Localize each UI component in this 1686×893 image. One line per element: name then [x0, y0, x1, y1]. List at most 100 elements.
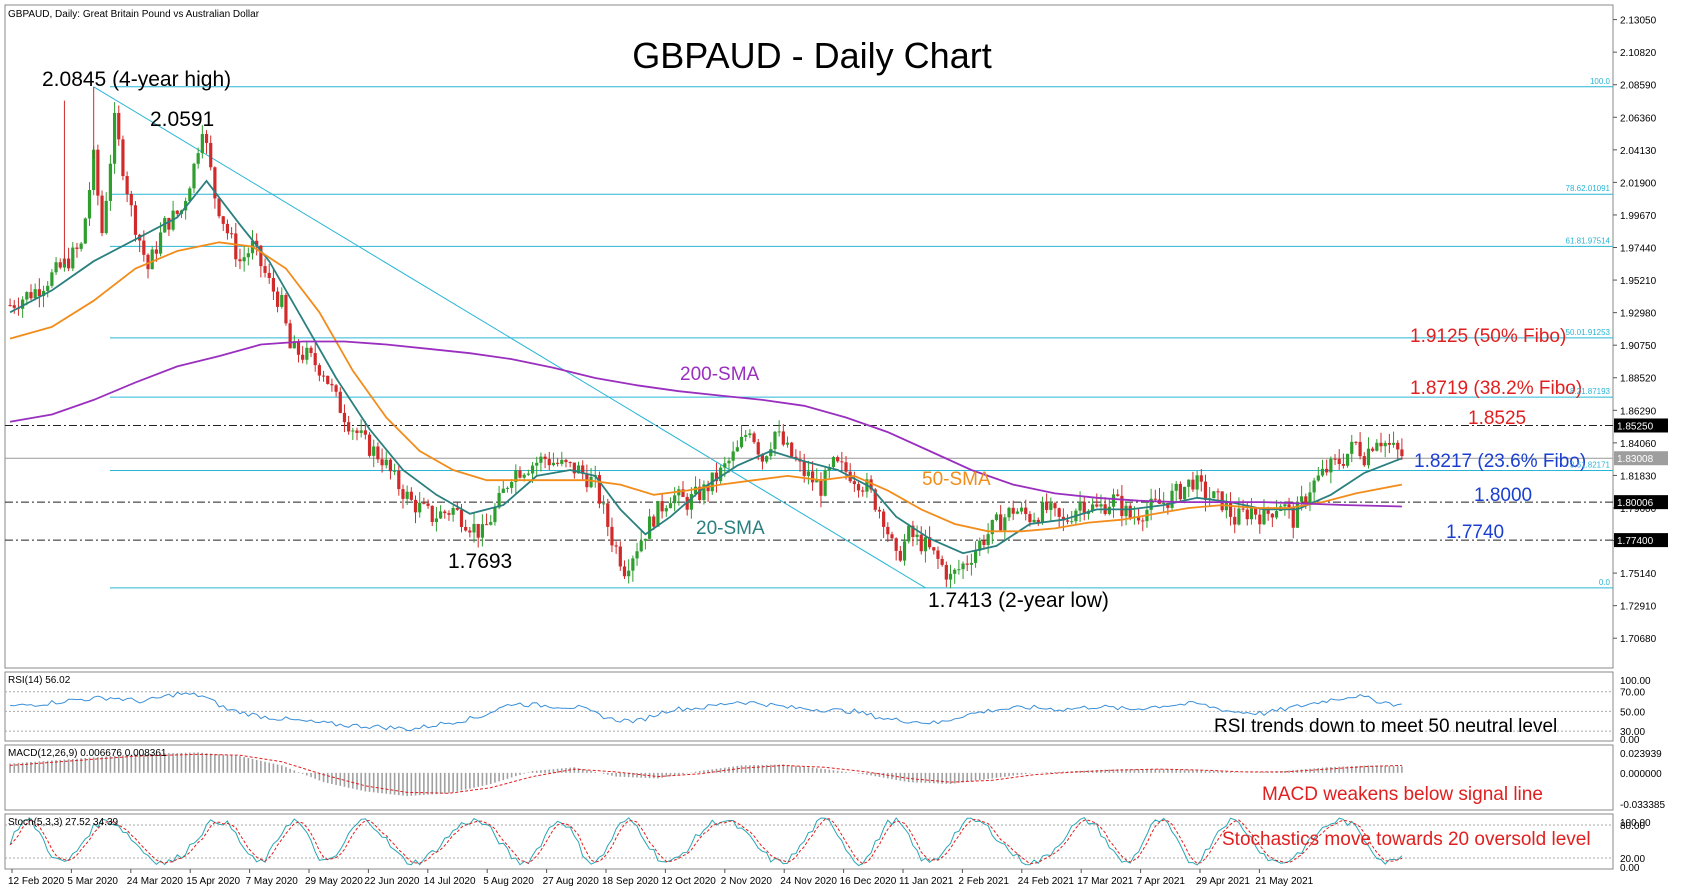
candle-body	[1149, 498, 1153, 510]
candle-body	[685, 496, 689, 510]
candle-body	[87, 190, 92, 219]
price-scale-label: 1.99670	[1620, 211, 1657, 222]
candle-body	[898, 550, 902, 561]
candle-body	[702, 484, 706, 501]
macd-scale-label: 0.023939	[1620, 749, 1662, 760]
candle-body	[735, 447, 739, 452]
candle-body	[840, 461, 844, 463]
rsi-header: RSI(14) 56.02	[8, 675, 71, 686]
rsi-scale-label: 70.00	[1620, 688, 1645, 699]
candle-body	[234, 233, 238, 260]
fib-level-label: 0.0	[1599, 578, 1611, 587]
price-scale-label: 1.84060	[1620, 439, 1657, 450]
candle-body	[1036, 519, 1040, 523]
sma-line-50-sma	[9, 241, 1403, 533]
candle-body	[802, 461, 806, 476]
fib-trendline	[93, 86, 926, 589]
level-price-tag-text: 1.85250	[1617, 421, 1654, 432]
candle-body	[969, 562, 974, 565]
candle-body	[33, 289, 37, 299]
candle-body	[388, 459, 393, 472]
fib-level-label: 61.81.97514	[1566, 236, 1611, 245]
candle-body	[1024, 507, 1028, 515]
x-tick-label: 5 Aug 2020	[483, 876, 534, 887]
price-scale-label: 2.01900	[1620, 178, 1657, 189]
candle-body	[635, 551, 639, 559]
candle-body	[342, 412, 347, 423]
price-scale-label: 1.75140	[1620, 569, 1657, 580]
candle-body	[999, 514, 1003, 531]
rsi-annotation: RSI trends down to meet 50 neutral level	[1214, 716, 1557, 737]
candle-body	[856, 484, 861, 491]
candle-body	[125, 176, 129, 195]
candle-body	[1170, 490, 1174, 508]
annotation-2-year-low: 1.7413 (2-year low)	[928, 589, 1109, 612]
candle-body	[731, 451, 735, 461]
candle-body	[973, 550, 978, 563]
candle-body	[158, 232, 163, 254]
candle-body	[121, 139, 125, 177]
candle-body	[1350, 441, 1354, 454]
candle-body	[1304, 496, 1308, 503]
candle-body	[209, 142, 213, 168]
candle-body	[1337, 458, 1341, 464]
macd-scale-label: 0.000000	[1620, 769, 1662, 780]
candle-body	[543, 456, 547, 460]
candle-body	[317, 365, 321, 376]
candle-body	[1162, 502, 1166, 504]
candle-body	[255, 240, 259, 246]
x-tick-label: 18 Sep 2020	[602, 876, 659, 887]
candle-body	[238, 259, 242, 262]
candle-body	[1358, 441, 1362, 457]
x-tick-label: 24 Mar 2020	[127, 876, 184, 887]
candle-body	[146, 254, 150, 270]
label-1-8000: 1.8000	[1474, 485, 1532, 506]
candle-body	[1262, 508, 1266, 525]
candle-body	[154, 249, 158, 254]
candle-body	[1237, 508, 1241, 525]
candle-body	[1065, 520, 1070, 522]
stoch-k-line	[9, 816, 1403, 867]
fib-level-label: 100.0	[1590, 77, 1611, 86]
x-tick-label: 7 Apr 2021	[1137, 876, 1186, 887]
label-20-sma: 20-SMA	[696, 518, 765, 539]
candle-body	[351, 430, 355, 432]
candle-body	[1078, 501, 1082, 511]
candle-body	[1270, 513, 1274, 518]
candle-body	[1178, 483, 1182, 500]
candle-body	[67, 258, 71, 269]
candle-body	[1245, 509, 1249, 520]
current-price-tag	[1614, 451, 1668, 466]
candle-body	[1366, 448, 1371, 466]
candle-body	[58, 262, 62, 268]
candle-body	[873, 489, 877, 510]
candle-body	[434, 518, 439, 522]
label-fibo-38: 1.8719 (38.2% Fibo)	[1410, 378, 1582, 399]
candle-body	[484, 524, 489, 526]
candle-body	[723, 463, 727, 468]
candle-body	[200, 134, 204, 154]
stoch-scale-label: 80.00	[1620, 821, 1645, 832]
candle-body	[505, 487, 510, 489]
candle-body	[459, 509, 464, 527]
stoch-scale-label: 20.00	[1620, 854, 1645, 865]
candle-body	[1291, 507, 1295, 528]
candle-body	[886, 526, 890, 535]
candle-body	[384, 459, 388, 466]
candle-body	[108, 163, 113, 201]
rsi-line	[10, 691, 1402, 732]
candle-body	[1299, 496, 1304, 502]
level-price-tag	[1614, 418, 1668, 433]
candle-body	[455, 508, 459, 510]
x-tick-label: 29 May 2020	[305, 876, 363, 887]
x-tick-label: 14 Jul 2020	[424, 876, 476, 887]
candle-body	[259, 245, 263, 267]
price-scale-label: 1.79600	[1620, 504, 1657, 515]
label-fibo-50: 1.9125 (50% Fibo)	[1410, 326, 1566, 347]
candle-body	[957, 569, 961, 571]
candle-body	[564, 459, 568, 463]
candle-body	[831, 457, 836, 468]
candle-body	[689, 493, 693, 510]
x-tick-label: 12 Feb 2020	[8, 876, 65, 887]
candle-body	[1371, 448, 1375, 451]
